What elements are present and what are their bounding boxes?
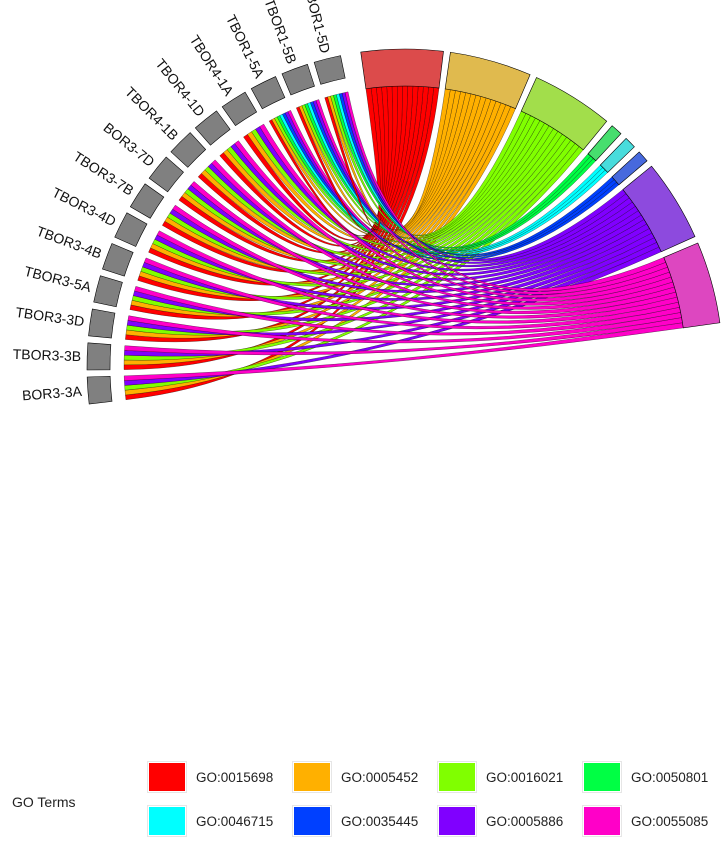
gene-sector-tbor4-1a	[221, 91, 258, 127]
legend-label: GO:0016021	[486, 769, 564, 785]
gene-sector-tbor1-5d	[313, 55, 346, 85]
legend: GO Terms GO:0015698 GO:0005452 GO:0016021 G…	[10, 758, 725, 852]
legend-item-go-0005886: GO:0005886	[437, 805, 564, 837]
gene-sector-tbor3-4d	[114, 212, 148, 247]
legend-label: GO:0015698	[196, 769, 274, 785]
legend-swatch	[582, 805, 622, 837]
legend-swatch	[437, 761, 477, 793]
legend-label: GO:0005886	[486, 813, 564, 829]
legend-item-go-0005452: GO:0005452	[292, 761, 419, 793]
gene-label-tbor3-7d: BOR3-7D	[101, 119, 158, 170]
gene-sector-tbor3-4b	[102, 243, 134, 277]
legend-swatch	[582, 761, 622, 793]
legend-swatch	[292, 805, 332, 837]
legend-item-go-0055085: GO:0055085	[582, 805, 709, 837]
gene-sector-tbor3-5a	[93, 275, 123, 308]
gene-label-tbor3-7b: TBOR3-7B	[70, 148, 136, 198]
chord-diagram: BOR3-3ATBOR3-3BTBOR3-3DTBOR3-5ATBOR3-4BT…	[12, 0, 721, 405]
gene-sector-tbor3-3a	[86, 375, 113, 405]
gene-label-tbor3-3a: BOR3-3A	[22, 383, 84, 403]
gene-sector-tbor3-3b	[86, 342, 112, 371]
gene-label-tbor3-3d: TBOR3-3D	[15, 304, 86, 330]
gene-label-tbor3-5a: TBOR3-5A	[23, 263, 94, 296]
term-sector-go-0050801	[587, 125, 622, 162]
gene-sector-tbor3-7b	[129, 183, 165, 219]
legend-title: GO Terms	[12, 794, 76, 810]
term-sector-go-0005886	[622, 165, 696, 253]
legend-label: GO:0055085	[631, 813, 709, 829]
legend-item-go-0035445: GO:0035445	[292, 805, 419, 837]
gene-label-tbor4-1a: TBOR4-1A	[187, 32, 238, 99]
term-sector-go-0005452	[444, 51, 531, 110]
gene-label-tbor1-5d: BOR1-5D	[303, 0, 333, 55]
gene-label-tbor3-4d: TBOR3-4D	[50, 184, 119, 229]
gene-label-tbor1-5a: TBOR1-5A	[223, 12, 268, 81]
gene-sector-tbor1-5a	[250, 76, 286, 110]
gene-label-tbor1-5b: TBOR1-5B	[261, 0, 300, 66]
term-sector-go-0035445	[611, 151, 648, 186]
gene-label-tbor3-3b: TBOR3-3B	[12, 346, 81, 364]
legend-label: GO:0035445	[341, 813, 419, 829]
gene-sector-tbor3-7d	[148, 156, 184, 193]
gene-sector-tbor1-5b	[281, 63, 315, 96]
legend-swatch	[292, 761, 332, 793]
term-sector-go-0046715	[599, 137, 635, 173]
legend-item-go-0046715: GO:0046715	[147, 805, 274, 837]
gene-sector-tbor3-3d	[88, 308, 116, 339]
term-sector-go-0055085	[663, 242, 721, 329]
gene-sector-tbor4-1b	[170, 132, 207, 168]
gene-label-tbor4-1b: TBOR4-1B	[122, 84, 182, 144]
gene-sector-tbor4-1d	[194, 110, 231, 146]
sectors-layer	[86, 48, 721, 405]
term-sector-go-0016021	[520, 77, 608, 151]
legend-label: GO:0005452	[341, 769, 419, 785]
legend-swatch	[147, 805, 187, 837]
legend-item-go-0050801: GO:0050801	[582, 761, 709, 793]
gene-label-tbor3-4b: TBOR3-4B	[34, 223, 104, 262]
legend-label: GO:0046715	[196, 813, 274, 829]
legend-label: GO:0050801	[631, 769, 709, 785]
legend-swatch	[437, 805, 477, 837]
legend-swatch	[147, 761, 187, 793]
term-sector-go-0015698	[360, 48, 444, 90]
legend-item-go-0016021: GO:0016021	[437, 761, 564, 793]
legend-item-go-0015698: GO:0015698	[147, 761, 274, 793]
